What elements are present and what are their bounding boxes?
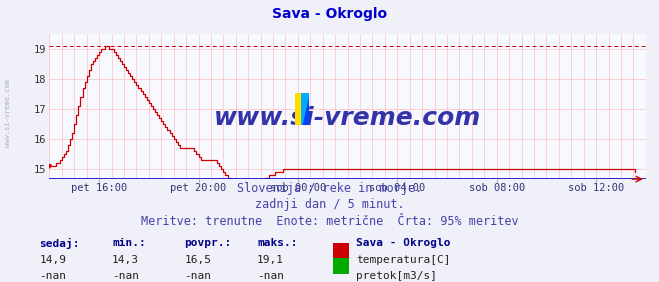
- Text: povpr.:: povpr.:: [185, 238, 232, 248]
- Text: zadnji dan / 5 minut.: zadnji dan / 5 minut.: [254, 198, 405, 211]
- Text: www.si-vreme.com: www.si-vreme.com: [5, 79, 11, 147]
- Polygon shape: [295, 93, 309, 125]
- Text: 14,3: 14,3: [112, 255, 139, 265]
- Text: Sava - Okroglo: Sava - Okroglo: [272, 7, 387, 21]
- Polygon shape: [302, 93, 309, 125]
- Text: -nan: -nan: [112, 271, 139, 281]
- Text: maks.:: maks.:: [257, 238, 297, 248]
- Text: -nan: -nan: [40, 271, 67, 281]
- Polygon shape: [302, 93, 309, 125]
- Text: 19,1: 19,1: [257, 255, 284, 265]
- Text: www.si-vreme.com: www.si-vreme.com: [214, 106, 481, 130]
- Text: -nan: -nan: [185, 271, 212, 281]
- Text: temperatura[C]: temperatura[C]: [356, 255, 450, 265]
- Text: sedaj:: sedaj:: [40, 238, 80, 249]
- Text: Slovenija / reke in morje.: Slovenija / reke in morje.: [237, 182, 422, 195]
- Text: -nan: -nan: [257, 271, 284, 281]
- Text: Meritve: trenutne  Enote: metrične  Črta: 95% meritev: Meritve: trenutne Enote: metrične Črta: …: [140, 215, 519, 228]
- Text: min.:: min.:: [112, 238, 146, 248]
- Text: Sava - Okroglo: Sava - Okroglo: [356, 238, 450, 248]
- Text: 16,5: 16,5: [185, 255, 212, 265]
- Text: pretok[m3/s]: pretok[m3/s]: [356, 271, 437, 281]
- Text: 14,9: 14,9: [40, 255, 67, 265]
